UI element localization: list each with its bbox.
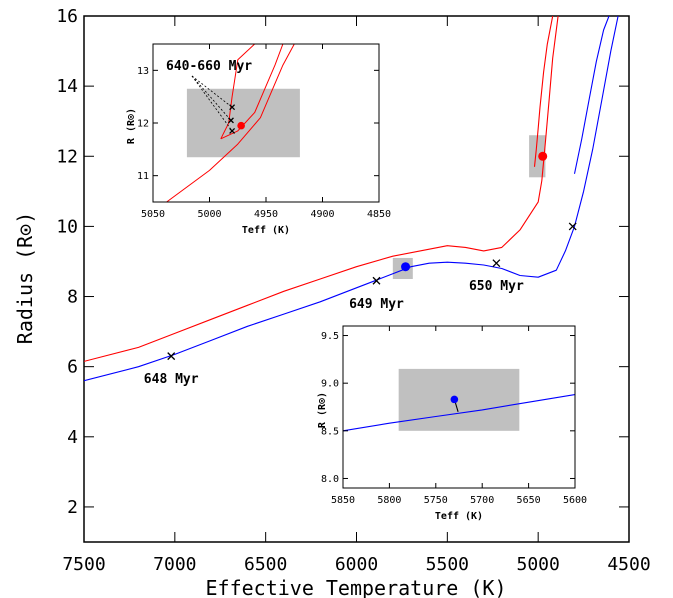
- main-series-line-2: [533, 16, 554, 167]
- inset-top-y-tick-label: 13: [137, 66, 149, 77]
- age-marker-cross: [167, 352, 176, 361]
- inset-top-pointer-line: [191, 75, 232, 121]
- main-x-tick-label: 7500: [62, 554, 105, 575]
- main-x-tick-label: 7000: [153, 554, 196, 575]
- main-y-tick-label: 8: [67, 287, 78, 308]
- main-y-tick-label: 4: [67, 427, 78, 448]
- star-position-dot: [538, 151, 548, 161]
- main-x-tick-label: 6000: [335, 554, 378, 575]
- age-marker-label: 649 Myr: [349, 297, 404, 312]
- inset-bottom-x-label: Teff (K): [435, 511, 483, 522]
- main-y-tick-label: 14: [56, 76, 78, 97]
- main-x-tick-label: 5500: [426, 554, 469, 575]
- inset-top-x-tick-label: 5050: [141, 209, 165, 220]
- main-plot-layer: 648 Myr 649 Myr 650 Myr 7500 7000 6500 6000 550…: [56, 6, 650, 575]
- inset-top-pointer-line: [191, 75, 233, 108]
- main-series-line-4: [573, 16, 610, 174]
- inset-top-x-tick-label: 4850: [367, 209, 391, 220]
- main-y-tick-label: 16: [56, 6, 78, 27]
- inset-top-pointer-line: [191, 75, 233, 132]
- main-x-tick-label: 5000: [516, 554, 559, 575]
- main-y-tick-label: 12: [56, 146, 78, 167]
- inset-top-y-label: R (R⊙): [126, 108, 137, 144]
- inset-bottom-y-tick-label: 8.5: [321, 426, 339, 437]
- main-series-line-3: [84, 16, 619, 382]
- inset-top-star-dot: [237, 121, 245, 130]
- age-marker-cross: [568, 222, 577, 231]
- inset-top-y-tick-label: 11: [137, 171, 149, 182]
- main-x-tick-label: 4500: [607, 554, 650, 575]
- inset-bottom-y-label: R (R⊙): [317, 392, 328, 428]
- inset-bottom-x-tick-label: 5750: [424, 495, 448, 506]
- main-x-tick-label: 6500: [244, 554, 287, 575]
- x-axis-label: Effective Temperature (K): [205, 576, 506, 598]
- inset-top-cross: [229, 104, 236, 111]
- inset-top-annotation: 640-660 Myr: [166, 59, 252, 74]
- inset-top-series-line-1: [166, 44, 295, 202]
- inset-bottom-layer: 5850 5800 5750 5700 5650 5600 8.0 8.5 9.0 9.5: [321, 326, 587, 506]
- inset-bottom-x-tick-label: 5800: [377, 495, 401, 506]
- y-axis-label: Radius (R⊙): [13, 212, 37, 344]
- age-marker-label: 648 Myr: [144, 372, 199, 387]
- main-y-tick-label: 2: [67, 497, 78, 518]
- inset-top-cross: [229, 127, 236, 134]
- age-marker-label: 650 Myr: [469, 279, 524, 294]
- inset-top-cross: [228, 117, 234, 124]
- inset-top-frame: [152, 43, 380, 203]
- inset-top-x-tick-label: 5000: [197, 209, 221, 220]
- age-marker-cross: [372, 276, 381, 285]
- inset-bottom-series-line-1: [343, 394, 575, 432]
- error-box: [529, 135, 546, 178]
- inset-top-x-tick-label: 4900: [310, 209, 334, 220]
- main-y-tick-label: 10: [56, 216, 78, 237]
- inset-bottom-error-box: [398, 368, 520, 431]
- inset-bottom-x-tick-label: 5700: [470, 495, 494, 506]
- inset-bottom-x-tick-label: 5600: [563, 495, 587, 506]
- inset-top-series-line-2: [220, 44, 284, 140]
- inset-bottom-star-dot: [450, 395, 459, 404]
- inset-top-series-line-3: [220, 44, 256, 140]
- main-y-tick-label: 6: [67, 357, 78, 378]
- inset-bottom-y-tick-label: 9.0: [321, 379, 339, 390]
- inset-bottom-frame: [342, 325, 576, 489]
- inset-bottom-x-tick-label: 5650: [517, 495, 541, 506]
- inset-bottom-y-tick-label: 8.0: [321, 474, 339, 485]
- age-marker-cross: [492, 259, 501, 268]
- inset-top-y-tick-label: 12: [137, 119, 149, 130]
- inset-bottom-x-tick-label: 5850: [331, 495, 355, 506]
- inset-top-x-tick-label: 4950: [254, 209, 278, 220]
- inset-bottom-y-tick-label: 9.5: [321, 331, 339, 342]
- inset-top-layer: 5050 5000 4950 4900 4850 11 12 13: [137, 44, 391, 220]
- inset-top-x-label: Teff (K): [242, 225, 290, 236]
- star-position-dot: [401, 262, 411, 272]
